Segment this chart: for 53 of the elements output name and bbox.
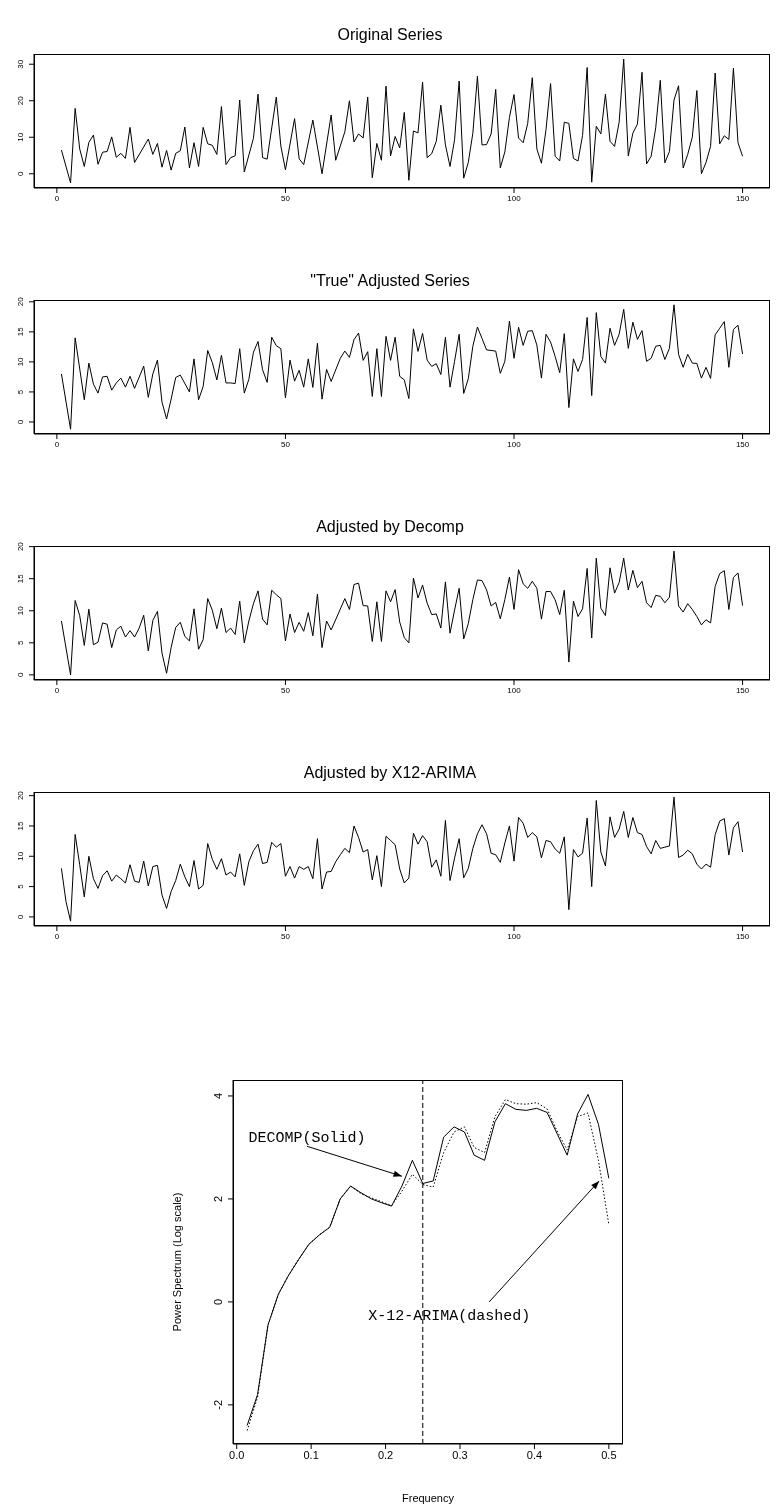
y-tick-label: 20: [16, 541, 25, 552]
x-tick-label: 150: [735, 439, 750, 449]
x-tick-label: 0.5: [601, 1448, 617, 1461]
y-tick-label: 5: [16, 883, 25, 889]
x-tick-label: 0: [54, 685, 60, 695]
y-tick-label: 0: [16, 170, 25, 176]
y-tick-label: 15: [16, 820, 25, 831]
x-tick-label: 100: [507, 439, 522, 449]
y-tick-label: 20: [16, 95, 25, 106]
annotation: X-12-ARIMA(dashed): [368, 1307, 531, 1325]
y-tick-label: 0: [16, 419, 25, 425]
x-tick-label: 0: [54, 931, 60, 941]
x-tick-label: 0: [54, 193, 60, 203]
y-tick-label: 20: [16, 790, 25, 801]
x-tick-label: 0.2: [377, 1448, 394, 1461]
x-tick-label: 50: [280, 685, 291, 695]
y-tick-label: 10: [16, 132, 25, 142]
y-tick-label: 10: [16, 851, 25, 861]
x-tick-label: 150: [735, 193, 750, 203]
y-tick-label: 5: [16, 640, 25, 646]
y-tick-label: 30: [16, 59, 25, 69]
chart-title: Original Series: [336, 25, 444, 45]
chart-title: Adjusted by Decomp: [315, 517, 465, 537]
x-tick-label: 50: [280, 439, 291, 449]
x-tick-label: 100: [507, 685, 522, 695]
chart-title: Adjusted by X12-ARIMA: [302, 763, 478, 783]
chart-title: "True" Adjusted Series: [309, 271, 471, 291]
y-tick-label: 5: [16, 389, 25, 395]
x-tick-label: 100: [507, 193, 522, 203]
y-tick-label: 0: [16, 672, 25, 678]
y-tick-label: 15: [16, 573, 25, 584]
y-tick-label: 2: [212, 1195, 224, 1202]
x-tick-label: 50: [280, 193, 291, 203]
y-tick-label: 0: [16, 914, 25, 920]
x-tick-label: 50: [280, 931, 291, 941]
y-tick-label: 20: [16, 296, 25, 307]
y-tick-label: 0: [212, 1298, 224, 1305]
y-tick-label: -2: [212, 1399, 224, 1410]
x-tick-label: 0.1: [303, 1448, 319, 1461]
x-tick-label: 0.4: [526, 1448, 543, 1461]
x-tick-label: 0.0: [229, 1448, 245, 1461]
y-tick-label: 15: [16, 326, 25, 337]
y-tick-label: 10: [16, 605, 25, 616]
x-tick-label: 0: [54, 439, 60, 449]
y-tick-label: 4: [212, 1092, 224, 1100]
annotation: DECOMP(Solid): [248, 1130, 366, 1148]
x-tick-label: 150: [735, 685, 750, 695]
y-tick-label: 10: [16, 356, 25, 367]
x-axis-title: Frequency: [402, 1492, 455, 1504]
x-tick-label: 100: [507, 931, 522, 941]
y-axis-title: Power Spectrum (Log scale): [170, 1192, 183, 1332]
x-tick-label: 150: [735, 931, 750, 941]
x-tick-label: 0.3: [452, 1448, 468, 1461]
